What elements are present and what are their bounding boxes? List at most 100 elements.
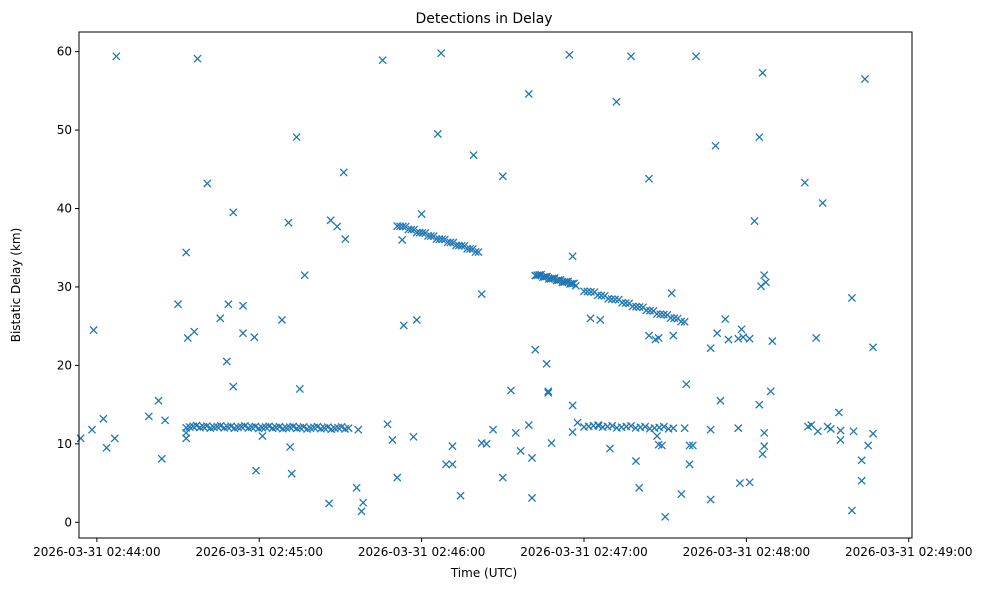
data-point-marker	[292, 133, 301, 142]
data-point-marker	[583, 287, 592, 296]
data-point-marker	[284, 218, 293, 227]
data-point-marker	[573, 418, 582, 427]
data-point-marker	[667, 289, 676, 298]
data-point-marker	[110, 434, 119, 443]
data-point-marker	[868, 429, 878, 438]
data-point-marker	[448, 442, 457, 451]
data-point-marker	[739, 333, 748, 342]
data-point-marker	[229, 208, 238, 217]
data-point-marker	[469, 151, 478, 160]
data-point-marker	[755, 133, 764, 142]
y-tick-label: 60	[57, 45, 72, 59]
data-point-marker	[222, 357, 231, 366]
data-point-marker	[721, 315, 730, 324]
data-point-marker	[737, 325, 746, 334]
data-point-marker	[161, 416, 170, 425]
data-point-marker	[657, 441, 666, 450]
data-point-marker	[426, 231, 435, 241]
data-point-marker	[680, 317, 689, 326]
plot-area	[79, 32, 912, 538]
data-point-marker	[540, 272, 550, 281]
y-tick-label: 10	[57, 437, 72, 451]
data-point-marker	[357, 507, 366, 516]
data-points	[76, 49, 878, 521]
data-point-marker	[685, 460, 694, 469]
data-point-marker	[607, 295, 616, 304]
data-point-marker	[418, 228, 427, 237]
data-point-marker	[238, 301, 248, 310]
x-tick-label: 2026-03-31 02:47:00	[520, 545, 647, 559]
data-point-marker	[568, 401, 577, 410]
data-point-marker	[407, 225, 416, 234]
data-point-marker	[652, 309, 661, 319]
x-axis-label: Time (UTC)	[450, 566, 517, 580]
data-point-marker	[669, 424, 678, 433]
data-point-marker	[203, 179, 212, 188]
data-point-marker	[735, 479, 744, 488]
data-point-marker	[677, 490, 686, 499]
data-point-marker	[688, 441, 697, 450]
data-point-marker	[102, 443, 111, 452]
data-point-marker	[644, 174, 654, 183]
data-point-marker	[548, 274, 557, 283]
data-point-marker	[659, 310, 668, 319]
data-point-marker	[378, 56, 387, 65]
data-point-marker	[441, 460, 451, 469]
data-point-marker	[724, 335, 733, 344]
data-point-marker	[565, 50, 574, 59]
data-point-marker	[409, 432, 418, 441]
data-point-marker	[477, 289, 486, 299]
data-point-marker	[498, 172, 507, 181]
data-point-marker	[612, 97, 621, 106]
data-point-marker	[471, 247, 480, 256]
data-point-marker	[745, 478, 754, 487]
data-point-marker	[691, 52, 701, 61]
data-point-marker	[182, 428, 191, 437]
data-point-marker	[286, 442, 295, 452]
data-point-marker	[713, 329, 722, 338]
data-point-marker	[716, 396, 725, 405]
data-point-marker	[489, 425, 498, 434]
data-point-marker	[87, 425, 97, 434]
data-point-marker	[277, 315, 287, 324]
data-point-marker	[287, 469, 296, 478]
data-point-marker	[251, 466, 261, 475]
data-point-marker	[224, 300, 233, 309]
data-point-marker	[656, 310, 665, 319]
data-point-marker	[457, 241, 466, 250]
data-point-marker	[412, 315, 421, 324]
data-point-marker	[635, 302, 644, 312]
data-point-marker	[511, 428, 520, 437]
data-point-marker	[456, 491, 465, 500]
data-point-marker	[437, 235, 447, 244]
data-point-marker	[216, 314, 225, 323]
data-point-marker	[112, 52, 121, 61]
data-point-marker	[535, 270, 544, 280]
data-point-marker	[393, 473, 402, 482]
data-point-marker	[542, 359, 551, 368]
x-tick-label: 2026-03-31 02:44:00	[33, 545, 160, 559]
data-point-marker	[333, 222, 342, 231]
data-point-marker	[571, 281, 580, 290]
data-point-marker	[433, 129, 442, 139]
y-tick-label: 0	[64, 515, 72, 529]
data-point-marker	[766, 387, 775, 396]
data-point-marker	[611, 295, 620, 304]
x-tick-label: 2026-03-31 02:48:00	[683, 545, 810, 559]
data-point-marker	[653, 431, 662, 441]
data-point-marker	[618, 298, 627, 307]
data-point-marker	[641, 422, 650, 431]
data-point-marker	[567, 279, 577, 288]
data-point-marker	[761, 278, 770, 287]
data-point-marker	[836, 426, 845, 435]
data-point-marker	[154, 396, 163, 405]
data-point-marker	[544, 387, 553, 396]
data-point-marker	[706, 344, 715, 353]
data-point-marker	[847, 506, 856, 515]
data-point-marker	[706, 495, 715, 504]
data-point-marker	[144, 412, 153, 421]
data-point-marker	[568, 252, 577, 261]
data-point-marker	[89, 326, 98, 335]
plot-frame	[78, 31, 913, 539]
